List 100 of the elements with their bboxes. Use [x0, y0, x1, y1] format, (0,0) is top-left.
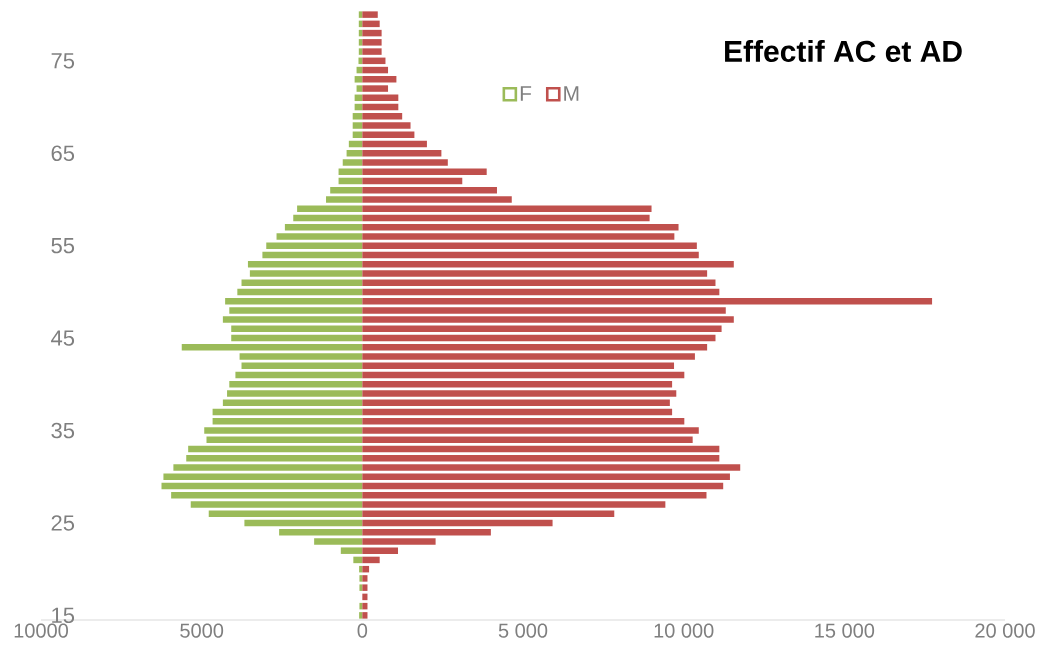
bar	[262, 251, 363, 259]
bar	[190, 501, 363, 508]
x-tick-label: 5000	[180, 623, 224, 638]
bar	[352, 122, 363, 129]
bar	[362, 288, 720, 296]
bar	[362, 528, 491, 536]
bar	[362, 297, 933, 305]
bar	[362, 390, 677, 397]
bar	[362, 260, 734, 268]
bar	[346, 150, 363, 157]
x-tick-label: 0	[357, 623, 368, 638]
bar	[222, 316, 363, 323]
bar	[362, 491, 707, 499]
x-tick-label: 5 000	[498, 623, 548, 638]
bar	[362, 20, 380, 28]
bar	[362, 279, 716, 286]
bar	[359, 602, 363, 610]
bar	[362, 205, 652, 212]
bar	[222, 399, 363, 407]
y-tick-label: 15	[52, 607, 75, 624]
y-tick-label: 45	[51, 330, 75, 346]
bar	[362, 186, 497, 194]
bar	[362, 270, 708, 277]
bar	[237, 288, 363, 296]
bar	[362, 11, 378, 18]
bar	[204, 427, 363, 434]
bar	[362, 316, 734, 323]
bar	[362, 251, 699, 259]
bar	[362, 455, 720, 462]
legend-label: M	[564, 86, 579, 101]
bar	[358, 39, 363, 46]
bar	[362, 519, 553, 527]
bar	[362, 344, 708, 351]
bar	[342, 159, 363, 166]
bar	[171, 491, 363, 499]
bar	[297, 205, 363, 212]
bar	[362, 399, 670, 407]
bar	[362, 602, 368, 610]
legend-label: F	[520, 86, 532, 101]
bar	[362, 57, 386, 65]
bar	[330, 186, 363, 194]
bar	[188, 445, 363, 453]
bar	[276, 233, 363, 240]
bar	[362, 464, 741, 471]
bar	[362, 48, 382, 55]
bar	[362, 76, 397, 83]
bar	[244, 519, 363, 527]
bar	[359, 584, 363, 591]
bar	[362, 408, 673, 416]
bar	[358, 57, 363, 65]
bar	[340, 547, 363, 554]
bar	[362, 233, 675, 240]
y-tick-label: 35	[51, 422, 75, 439]
bar	[227, 390, 363, 397]
bar	[356, 85, 363, 92]
bar	[284, 223, 363, 231]
bar	[266, 242, 363, 249]
bar	[362, 353, 695, 360]
bar	[362, 427, 699, 434]
bar	[212, 408, 363, 416]
bar	[206, 436, 363, 444]
bar	[326, 196, 363, 203]
bar	[362, 242, 697, 249]
bar	[362, 122, 411, 129]
bar	[239, 353, 363, 360]
bar	[362, 85, 389, 92]
bar	[362, 556, 380, 564]
bar	[362, 223, 679, 231]
bar	[359, 575, 363, 582]
bar	[358, 11, 363, 18]
bar	[161, 482, 363, 490]
bar	[241, 362, 363, 370]
bar	[362, 473, 730, 480]
bar	[362, 307, 726, 314]
bar	[362, 436, 693, 444]
bar	[362, 584, 368, 591]
text: Effectif AC et AD	[725, 39, 962, 62]
bar	[314, 538, 363, 545]
bar	[362, 159, 448, 166]
bar	[362, 593, 368, 601]
bar	[181, 344, 363, 351]
y-tick-label: 65	[51, 145, 75, 162]
bar	[362, 381, 673, 388]
bar	[225, 297, 363, 305]
bar	[229, 381, 363, 388]
bar	[362, 214, 650, 222]
bar	[362, 131, 415, 139]
bar	[362, 29, 382, 37]
bar	[362, 547, 398, 554]
bar	[362, 140, 427, 148]
bar	[359, 612, 363, 619]
x-tick-label: 15 000	[815, 623, 875, 638]
bar	[241, 279, 363, 286]
bar	[231, 325, 363, 333]
bar	[173, 464, 363, 471]
bar	[231, 334, 363, 342]
bar	[362, 113, 403, 120]
x-tick-label: 10 000	[654, 623, 714, 638]
bar	[362, 362, 675, 370]
bar	[247, 260, 363, 268]
